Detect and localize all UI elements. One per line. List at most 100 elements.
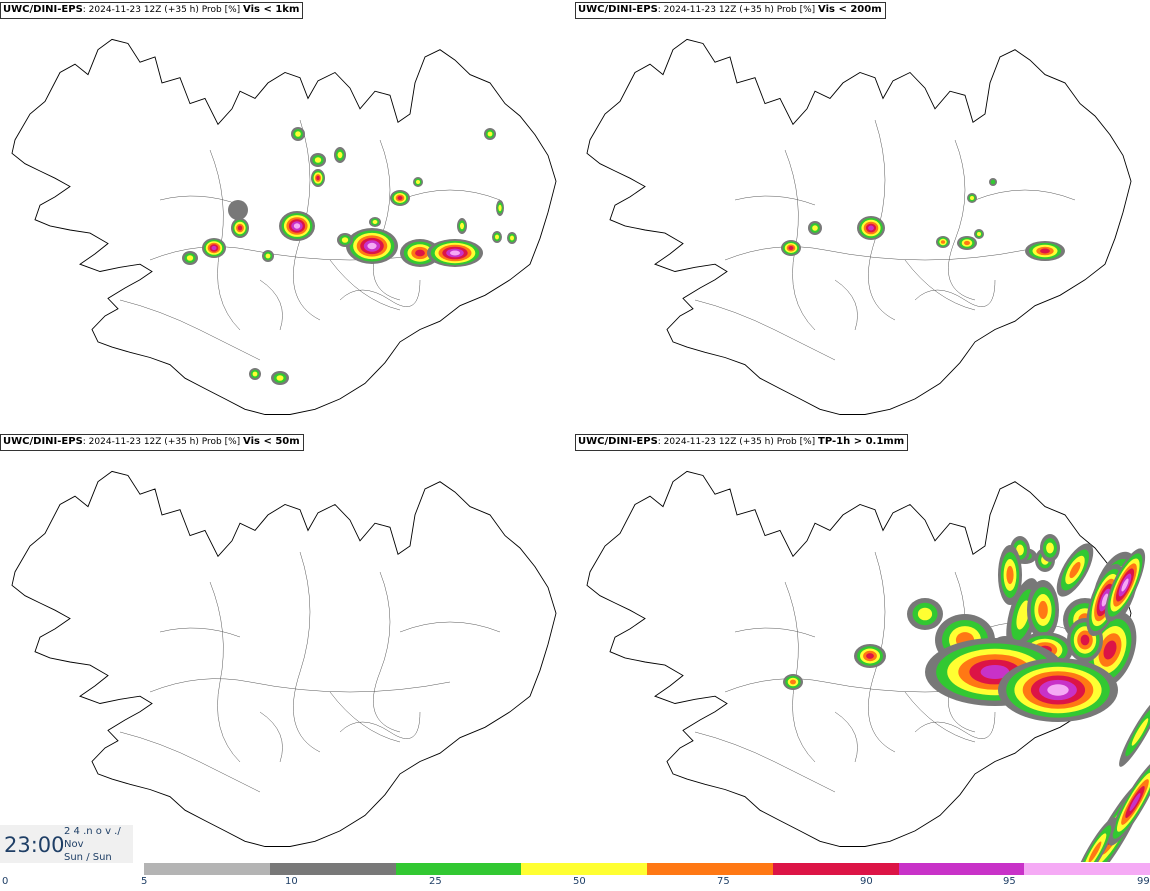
map-panel-precip: UWC/DINI-EPS: 2024-11-23 12Z (+35 h) Pro… [575,432,1150,862]
region-boundary [868,551,896,753]
region-boundary [119,299,261,361]
variable-name: Vis < 200m [818,4,882,15]
panel-title: UWC/DINI-EPS: 2024-11-23 12Z (+35 h) Pro… [575,434,909,451]
region-boundary [904,691,976,743]
region-boundary [329,691,401,743]
month-label: Nov [64,839,84,850]
probability-contour [1088,841,1102,862]
probability-contour [980,665,1010,679]
model-name: UWC/DINI-EPS [3,4,83,15]
map-panel-vis-1km: UWC/DINI-EPS: 2024-11-23 12Z (+35 h) Pro… [0,0,575,430]
region-boundary [724,246,1026,261]
map-panel-vis-50m: UWC/DINI-EPS: 2024-11-23 12Z (+35 h) Pro… [0,432,575,862]
region-boundary [694,731,836,793]
region-boundary [373,571,401,733]
probability-contour [367,242,377,250]
variable-name: Vis < 50m [243,436,300,447]
probability-contour [1047,684,1069,696]
colorbar-segment [395,863,522,875]
probability-contour [1080,634,1090,646]
iceland-map [586,470,1150,862]
probability-contour [337,151,343,159]
run-info: : 2024-11-23 12Z (+35 h) Prob [%] [82,5,241,15]
region-boundary [834,711,858,763]
probability-contour [1016,600,1030,630]
probability-contour [917,607,933,621]
region-boundary [149,678,451,693]
probability-contour [990,179,996,185]
region-boundary [948,139,976,301]
probability-contour [977,232,981,236]
probability-contour [495,234,499,240]
probability-contour [1038,600,1048,620]
probability-contour [970,196,974,200]
colorbar-tick-label: 50 [573,876,586,887]
probability-contour [1046,542,1054,554]
region-boundary [734,627,816,638]
probability-contour [1131,718,1149,746]
probability-contour [1101,593,1109,607]
region-boundary [868,119,896,321]
probability-contour [487,131,493,137]
run-info: : 2024-11-23 12Z (+35 h) Prob [%] [82,437,241,447]
region-boundary [159,627,241,638]
iceland-map [11,470,557,847]
region-boundary [339,279,421,307]
colorbar-tick-label: 0 [2,876,9,887]
probability-contour [186,255,194,261]
probability-contour [237,225,243,231]
region-boundary [834,279,858,331]
variable-name: TP-1h > 0.1mm [818,436,905,447]
colorbar-segment [898,863,1025,875]
probability-contour [211,245,217,251]
run-info: : 2024-11-23 12Z (+35 h) Prob [%] [657,437,816,447]
region-boundary [399,621,501,633]
colorbar-segment [772,863,899,875]
region-boundary [784,581,816,763]
probability-contour [293,223,301,229]
probability-contour [460,222,464,230]
probability-contour [790,679,796,685]
map-panel-vis-200m: UWC/DINI-EPS: 2024-11-23 12Z (+35 h) Pro… [575,0,1150,430]
colorbar-segment [521,863,648,875]
coastline [586,38,1132,415]
probability-contour [498,204,502,212]
probability-contour [1103,640,1117,660]
model-name: UWC/DINI-EPS [578,4,658,15]
probability-contour [265,253,271,259]
probability-contour [416,180,420,184]
region-boundary [119,731,261,793]
probability-contour [228,200,248,220]
coastline [11,38,557,415]
probability-contour [314,157,322,163]
panel-title: UWC/DINI-EPS: 2024-11-23 12Z (+35 h) Pro… [575,2,886,19]
colorbar-tick-label: 99 [1137,876,1150,887]
probability-contour [372,220,378,224]
region-boundary [339,711,421,739]
colorbar-segment [647,863,774,875]
probability-contour [276,375,284,381]
probability-contour [316,175,320,181]
panel-title: UWC/DINI-EPS: 2024-11-23 12Z (+35 h) Pro… [0,2,304,19]
colorbar-tick-label: 5 [141,876,148,887]
probability-contour [252,371,258,377]
region-boundary [734,195,816,206]
region-boundary [209,581,241,763]
probability-contour [1040,248,1050,254]
variable-name: Vis < 1km [243,4,300,15]
colorbar-segment [144,863,271,875]
region-boundary [974,189,1076,201]
colorbar-segment [1024,863,1150,875]
colorbar-tick-label: 25 [429,876,442,887]
probability-contour [1121,578,1129,592]
model-name: UWC/DINI-EPS [3,436,83,447]
region-boundary [399,189,501,201]
probability-contour [1069,561,1081,579]
region-boundary [293,551,321,753]
region-boundary [904,259,976,311]
valid-time-box: 23:00 2 4 .n o v ./ Nov Sun / Sun [0,825,133,863]
iceland-map [11,38,557,415]
valid-date: 2 4 .n o v ./ Nov Sun / Sun [64,825,121,864]
colorbar-tick-label: 95 [1003,876,1016,887]
region-boundary [694,299,836,361]
